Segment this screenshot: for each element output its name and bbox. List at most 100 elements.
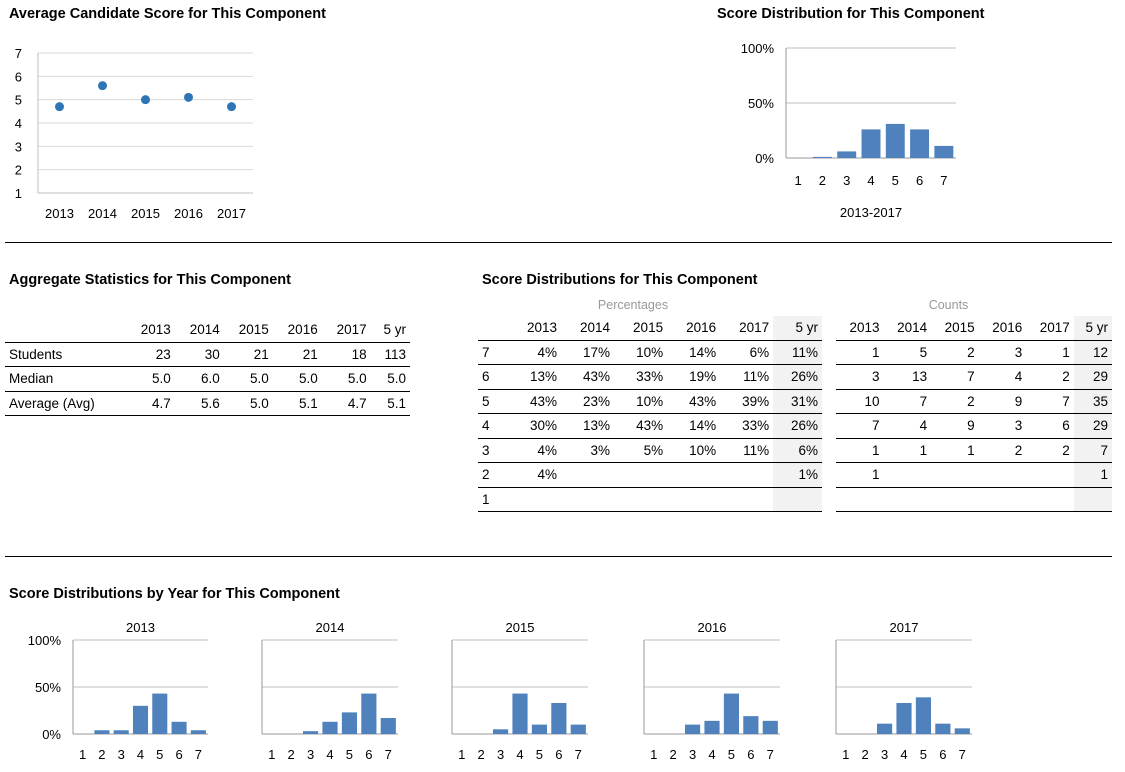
bar-6 <box>743 716 759 734</box>
pct-cell: 1% <box>773 462 822 488</box>
pct-cell: 39% <box>720 389 774 414</box>
bar-7 <box>380 718 396 734</box>
pct-row: 7 4% 17% 10% 14% 6% 11% <box>478 340 822 365</box>
dist-title: Score Distribution for This Component <box>717 6 985 22</box>
avg-score-title: Average Candidate Score for This Compone… <box>9 6 326 22</box>
y-tick-label: 3 <box>15 139 22 154</box>
data-point <box>98 81 107 91</box>
percentages-table: 2013 2014 2015 2016 2017 5 yr 7 4% 17% 10% 14% 6% 11… <box>478 316 822 512</box>
pct-cell: 43% <box>614 413 668 439</box>
pct-cell <box>614 462 668 488</box>
pct-cell: 4% <box>508 438 562 463</box>
pct-cell <box>614 487 668 512</box>
cnt-cell: 2 <box>1026 364 1074 390</box>
pct-header-cell: 2017 <box>720 316 774 341</box>
cnt-cell <box>978 462 1027 488</box>
pct-cell: 10% <box>614 389 668 414</box>
agg-cell: 30 <box>174 342 224 367</box>
agg-header-cell: 2015 <box>223 318 273 343</box>
pct-cell: 6% <box>720 340 774 365</box>
bar-7 <box>190 730 206 734</box>
y-tick-label: 0% <box>42 727 61 742</box>
bar-3 <box>302 731 319 734</box>
x-tick-label: 1 <box>650 747 657 762</box>
x-tick-label: 7 <box>767 747 774 762</box>
x-tick-label: 2 <box>98 747 105 762</box>
y-tick-label: 50% <box>748 96 774 111</box>
cnt-cell: 7 <box>931 364 979 390</box>
pct-row: 2 4% 1% <box>478 462 822 488</box>
cnt-cell: 1 <box>836 340 884 365</box>
cnt-cell: 2 <box>978 438 1027 463</box>
bar-5 <box>723 693 740 734</box>
cnt-cell: 1 <box>1026 340 1074 365</box>
agg-cell: 5.0 <box>321 366 371 392</box>
pct-score-label: 6 <box>478 364 508 390</box>
cnt-cell <box>1026 462 1074 488</box>
data-point <box>227 102 236 112</box>
y-tick-label: 7 <box>15 46 22 61</box>
x-tick-label: 1 <box>79 747 86 762</box>
percentages-label: Percentages <box>597 298 669 312</box>
pct-cell: 23% <box>561 389 615 414</box>
agg-header-cell: 2014 <box>174 318 224 343</box>
bar-4 <box>132 705 149 734</box>
cnt-cell: 4 <box>978 364 1027 390</box>
pct-header-cell: 2014 <box>561 316 615 341</box>
y-tick-label: 5 <box>15 93 22 108</box>
pct-header-cell: 2013 <box>508 316 562 341</box>
agg-header-cell: 2016 <box>272 318 322 343</box>
cnt-cell: 7 <box>1026 389 1074 414</box>
cnt-cell <box>931 462 979 488</box>
y-tick-label: 100% <box>28 633 62 648</box>
pct-cell <box>667 487 721 512</box>
cnt-row <box>836 487 1112 512</box>
cnt-cell: 9 <box>931 413 979 439</box>
pct-cell: 26% <box>773 413 822 439</box>
bar-4 <box>322 721 338 734</box>
pct-cell: 43% <box>561 364 615 390</box>
pct-cell <box>508 487 562 512</box>
pct-score-label: 4 <box>478 413 508 439</box>
agg-cell: 23 <box>125 342 175 367</box>
pct-row: 3 4% 3% 5% 10% 11% 6% <box>478 438 822 463</box>
pct-cell: 43% <box>667 389 721 414</box>
pct-cell: 26% <box>773 364 822 390</box>
bar-7 <box>762 720 778 734</box>
pct-row: 4 30% 13% 43% 14% 33% 26% <box>478 413 822 439</box>
pct-cell: 30% <box>508 413 562 439</box>
agg-cell: 5.6 <box>174 391 224 416</box>
x-tick-label: 2 <box>670 747 677 762</box>
pct-cell: 10% <box>667 438 721 463</box>
agg-row: Median 5.0 6.0 5.0 5.0 5.0 5.0 <box>5 366 410 392</box>
bar-4 <box>512 693 528 734</box>
x-tick-label: 4 <box>900 747 907 762</box>
x-tick-label: 4 <box>516 747 523 762</box>
pct-row: 5 43% 23% 10% 43% 39% 31% <box>478 389 822 414</box>
x-tick-label: 6 <box>555 747 562 762</box>
agg-row-label: Median <box>5 366 126 392</box>
agg-row-label: Average (Avg) <box>5 391 126 416</box>
x-tick-label: 6 <box>365 747 372 762</box>
x-tick-label: 2013 <box>45 206 74 221</box>
x-tick-label: 3 <box>843 173 850 188</box>
bar-3 <box>876 723 893 734</box>
cnt-cell: 29 <box>1073 364 1112 390</box>
chart-title: 2017 <box>890 620 919 635</box>
x-tick-label: 1 <box>795 173 802 188</box>
cnt-cell: 2 <box>931 389 979 414</box>
cnt-cell: 13 <box>883 364 932 390</box>
avg-score-chart: 1 2 3 4 5 6 7 2013 2014 2015 2016 2017 <box>15 46 253 221</box>
bar-2 <box>812 156 832 158</box>
cnt-cell: 6 <box>1026 413 1074 439</box>
agg-cell: 5.1 <box>272 391 322 416</box>
x-tick-label: 2016 <box>174 206 203 221</box>
separator-2 <box>5 556 1112 557</box>
distribution-chart: 0% 50% 100% 1 2 3 4 5 6 7 2013-2017 <box>741 41 956 220</box>
cnt-cell <box>978 487 1027 512</box>
x-tick-label: 1 <box>458 747 465 762</box>
cnt-cell: 1 <box>883 438 932 463</box>
pct-header-cell: 5 yr <box>773 316 822 341</box>
pct-score-label: 7 <box>478 340 508 365</box>
